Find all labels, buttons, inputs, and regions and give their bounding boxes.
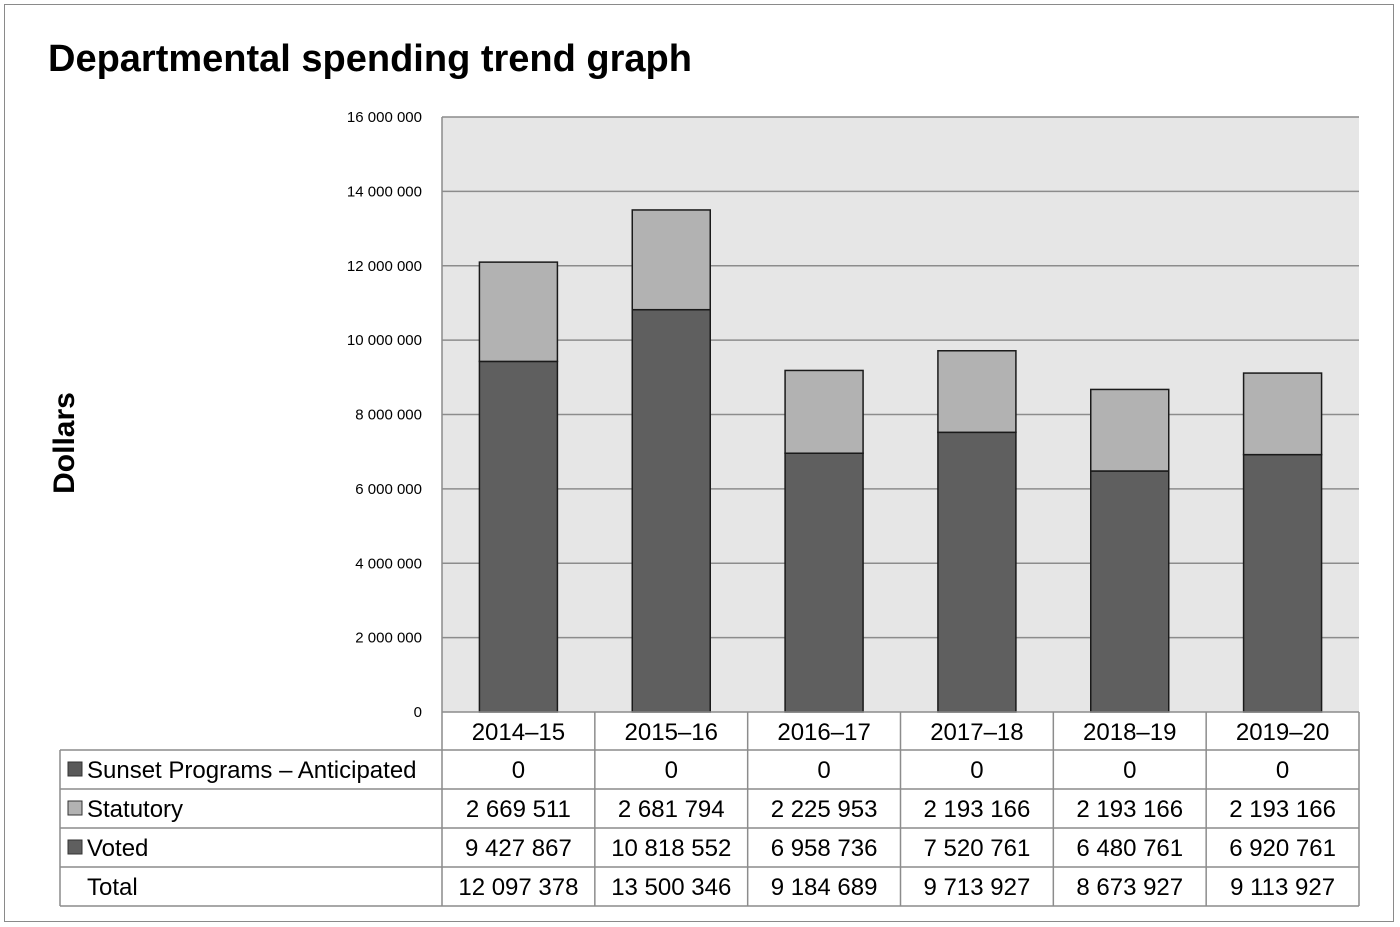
data-label: 6 920 761 [1229,835,1336,862]
category-label: 2017–18 [930,719,1023,746]
bar-statutory [1090,388,1170,472]
total-value: 12 097 378 [458,874,578,901]
data-label: 2 193 166 [924,796,1031,823]
category-label: 2016–17 [777,719,870,746]
y-tick-label: 2 000 000 [355,630,422,647]
data-label: 2 669 511 [466,796,571,823]
total-value: 9 113 927 [1230,874,1335,901]
bar-statutory [631,209,711,311]
total-value: 9 184 689 [771,874,878,901]
total-value: 8 673 927 [1076,874,1183,901]
data-label: 0 [1276,757,1289,784]
bar-voted [784,452,864,713]
data-label: 2 225 953 [771,796,878,823]
category-label: 2018–19 [1083,719,1176,746]
y-tick-label: 8 000 000 [355,407,422,424]
data-label: 10 818 552 [611,835,731,862]
bar-voted [478,360,559,713]
legend-key [67,839,83,855]
series-name: Sunset Programs – Anticipated [87,757,417,784]
y-tick-label: 10 000 000 [347,332,422,349]
data-label: 6 958 736 [771,835,878,862]
data-label: 7 520 761 [924,835,1031,862]
data-label: 0 [1123,757,1136,784]
y-tick-label: 4 000 000 [355,555,422,572]
data-label: 0 [665,757,678,784]
bar-voted [631,308,711,713]
data-label: 6 480 761 [1076,835,1183,862]
total-label: Total [87,874,138,901]
bar-voted [937,431,1017,713]
y-tick-label: 6 000 000 [355,481,422,498]
bar-statutory [1242,372,1323,456]
total-value: 9 713 927 [924,874,1031,901]
series-name: Voted [87,835,148,862]
data-label: 0 [970,757,983,784]
chart-title: Departmental spending trend graph [48,38,692,80]
bar-voted [1090,470,1170,713]
chart-frame [4,4,1394,922]
bar-statutory [784,369,864,454]
total-value: 13 500 346 [611,874,731,901]
y-tick-label: 0 [414,704,422,721]
y-tick-label: 14 000 000 [347,183,422,200]
legend-key [67,800,83,816]
category-label: 2019–20 [1236,719,1329,746]
legend-key [67,761,83,777]
data-label: 2 193 166 [1229,796,1336,823]
data-label: 0 [512,757,525,784]
y-tick-label: 16 000 000 [347,109,422,126]
data-label: 2 193 166 [1076,796,1183,823]
category-label: 2014–15 [472,719,565,746]
data-label: 0 [817,757,830,784]
series-name: Statutory [87,796,183,823]
category-label: 2015–16 [625,719,718,746]
bar-voted [1242,453,1323,713]
y-tick-label: 12 000 000 [347,258,422,275]
bar-statutory [478,261,559,363]
data-label: 9 427 867 [465,835,572,862]
bar-statutory [937,350,1017,434]
data-label: 2 681 794 [618,796,725,823]
